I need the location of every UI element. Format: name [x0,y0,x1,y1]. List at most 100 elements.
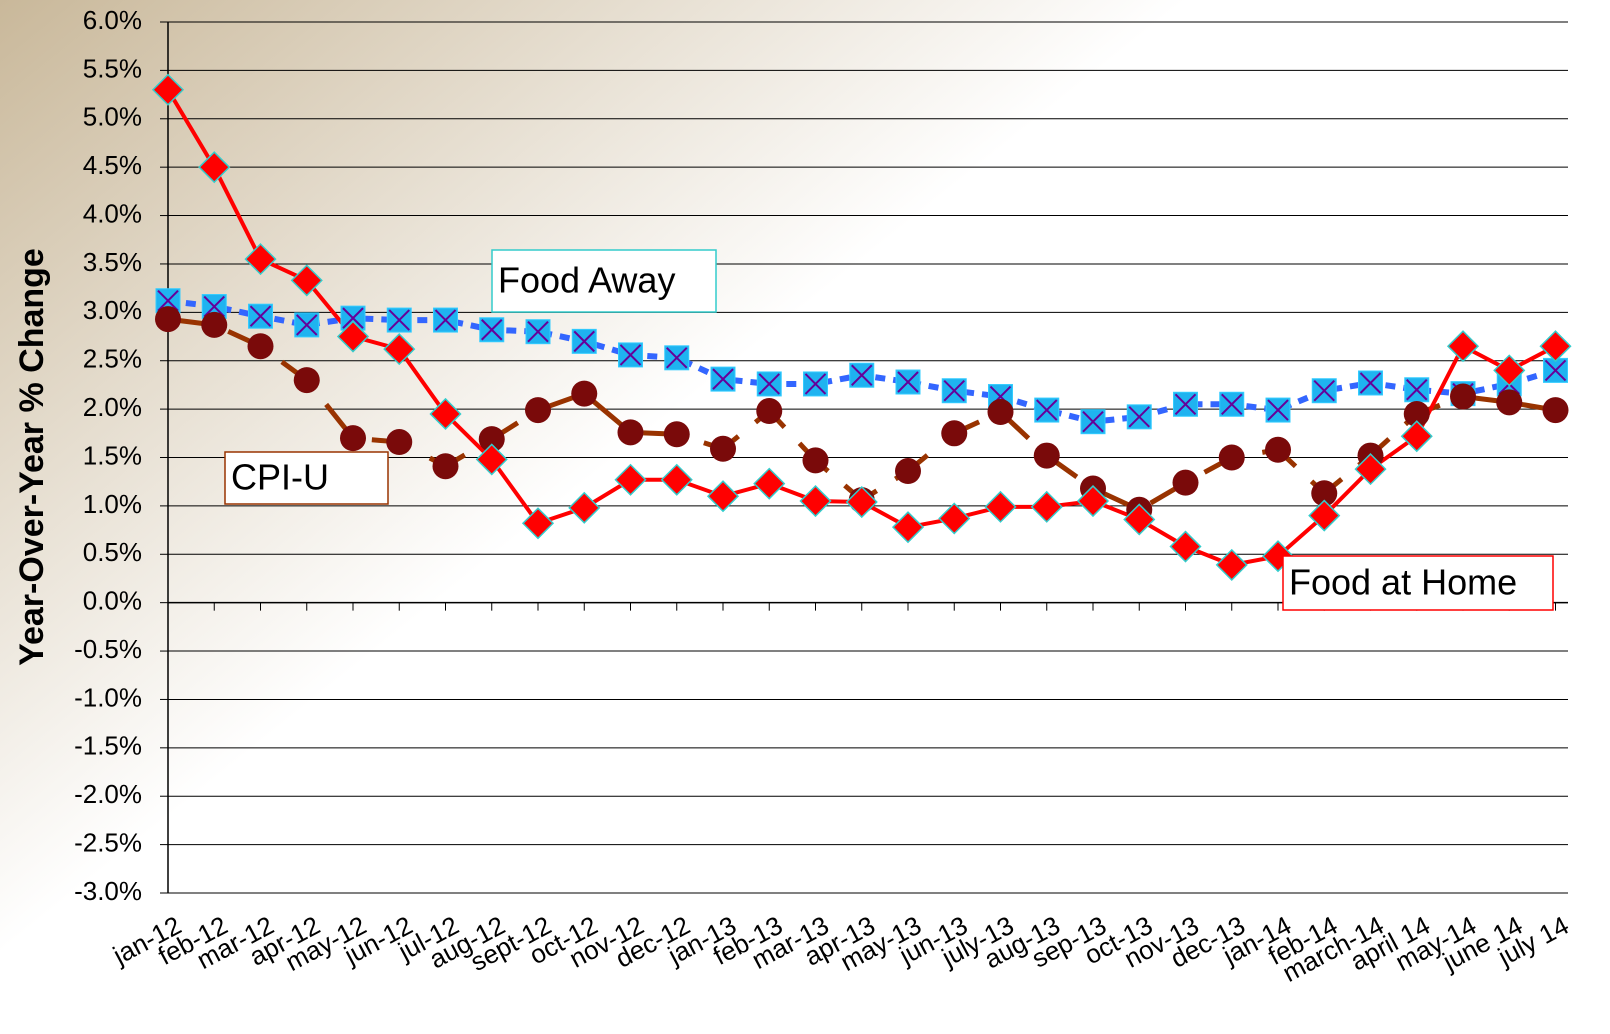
y-tick-label: 0.5% [83,537,142,567]
marker-diamond [1493,354,1526,387]
marker [618,342,643,368]
marker-diamond [383,333,416,366]
marker-cross [1128,406,1150,428]
marker [941,378,967,404]
marker-diamond [706,480,740,513]
marker [571,328,597,354]
marker-cross [388,309,410,331]
marker-diamond [753,467,786,500]
annotation-box [224,451,389,505]
marker-cross [203,295,225,318]
y-axis-label: Year-Over-Year % Change [13,248,51,666]
marker-cross [527,320,549,343]
marker-diamond [1354,453,1387,486]
y-tick-label: 5.5% [83,53,142,83]
marker-cross [434,309,457,331]
y-tick-label: -1.0% [74,682,142,712]
y-tick-label: 3.5% [83,247,142,277]
y-tick-label: 3.0% [83,295,142,325]
marker-cross [804,373,827,395]
marker-cross [1359,372,1382,394]
marker-circle [617,419,644,446]
marker [386,307,412,333]
marker-diamond [938,502,971,535]
marker-diamond [891,511,925,544]
marker-circle [941,420,968,447]
marker-diamond [429,397,462,431]
y-tick-label: 4.5% [83,150,142,180]
y-tick-label: -2.0% [74,779,142,809]
marker-circle [1496,389,1523,416]
marker-cross [897,371,919,393]
marker-diamond [1539,330,1572,363]
marker-circle [1450,383,1476,410]
marker [849,362,875,388]
marker-cross [758,373,780,395]
marker [1080,409,1106,435]
marker [1126,404,1152,430]
marker-diamond [1076,484,1110,518]
marker-cross [249,305,272,327]
marker-circle [663,421,690,448]
marker-cross [1313,380,1335,402]
marker-cross [1267,399,1289,421]
marker-circle [987,399,1014,426]
marker-cross [342,307,364,329]
marker [1219,391,1245,417]
marker [525,319,551,345]
marker-diamond [568,491,601,524]
series-annotation: CPI-U [231,457,329,498]
marker-circle [340,425,366,452]
marker-cross [851,364,873,386]
marker-diamond [1030,490,1063,523]
marker-circle [1403,400,1430,427]
marker [201,294,227,320]
marker [1311,378,1337,404]
marker [664,345,690,371]
marker-diamond [614,463,647,496]
y-tick-label: 4.0% [83,198,142,228]
y-tick-label: -1.5% [74,731,142,761]
marker-diamond [660,463,693,496]
marker-circle [1218,444,1245,471]
marker-cross [943,380,965,402]
series-annotation: Food Away [498,260,675,301]
marker-diamond [475,443,508,476]
marker-cross [712,368,734,390]
marker-diamond [151,73,185,106]
y-tick-label: -0.5% [74,634,142,664]
marker-cross [573,330,595,353]
y-tick-label: -3.0% [74,876,142,906]
marker-circle [1542,397,1569,424]
marker-diamond [198,151,231,184]
series-annotation: Food at Home [1289,562,1517,603]
marker-diamond [1308,499,1341,532]
marker-circle [895,458,921,485]
marker [1034,397,1060,423]
y-tick-label: 2.5% [83,344,142,374]
marker [433,307,458,333]
y-tick-label: 2.0% [83,392,142,422]
marker-circle [293,367,320,394]
marker-circle [247,333,274,360]
marker-diamond [1446,330,1480,363]
marker-diamond [1169,530,1202,563]
marker-cross [666,347,688,369]
marker-diamond [1400,420,1433,453]
marker-cross [157,290,179,312]
marker-circle [525,397,551,424]
annotation-box [1282,555,1554,611]
marker [710,366,736,392]
marker [1404,377,1430,403]
marker-circle [802,447,829,474]
marker [803,371,828,397]
annotation-box [491,249,717,313]
marker [1265,397,1291,423]
y-tick-label: 1.5% [83,440,142,470]
marker-diamond [1123,503,1156,536]
marker-diamond [799,484,832,518]
marker-cross [1544,359,1567,382]
marker [479,317,505,343]
